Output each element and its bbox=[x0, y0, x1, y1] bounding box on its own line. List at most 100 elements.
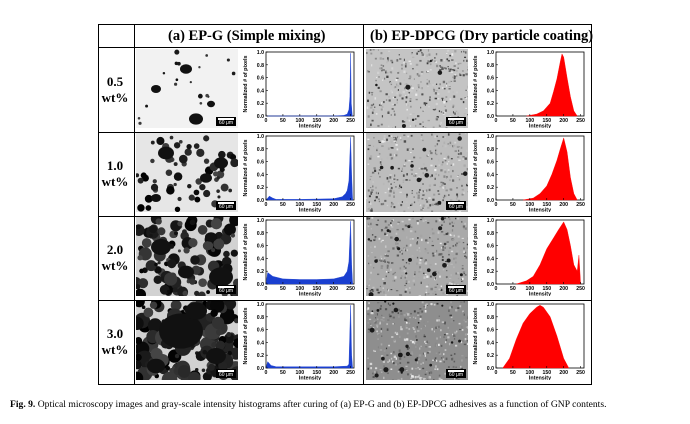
ytick-label: 0.2 bbox=[257, 353, 264, 359]
row-label: 3.0 wt% bbox=[98, 326, 132, 358]
table-border-left bbox=[98, 24, 99, 385]
xtick-label: 50 bbox=[280, 286, 286, 292]
xtick-label: 50 bbox=[280, 118, 286, 124]
ytick-label: 0.0 bbox=[487, 282, 494, 288]
histogram-area bbox=[526, 53, 578, 117]
ytick-label: 0.6 bbox=[487, 160, 494, 166]
scale-bar: 60 μm bbox=[216, 117, 236, 126]
ytick-label: 1.0 bbox=[257, 134, 264, 140]
ytick-label: 1.0 bbox=[257, 218, 264, 224]
histogram-svg: 0.0 0.2 0.4 0.6 0.8 1.0 0 50 100 150 200 250 Intensi… bbox=[243, 134, 355, 212]
xaxis-label: Intensity bbox=[529, 292, 551, 297]
scale-bar-label: 60 μm bbox=[449, 204, 463, 210]
histogram-b-3: 0.0 0.2 0.4 0.6 0.8 1.0 0 50 100 150 200 250 Intensi… bbox=[470, 301, 590, 380]
xtick-label: 50 bbox=[510, 202, 516, 208]
xaxis-label: Intensity bbox=[299, 124, 321, 129]
xtick-label: 100 bbox=[296, 202, 305, 208]
histogram-svg: 0.0 0.2 0.4 0.6 0.8 1.0 0 50 100 150 200 250 Intensi… bbox=[473, 218, 585, 297]
scale-bar-label: 60 μm bbox=[219, 204, 233, 210]
yaxis-label: Normalized # of pixels bbox=[473, 56, 479, 113]
histogram-svg: 0.0 0.2 0.4 0.6 0.8 1.0 0 50 100 150 200 250 Intensi… bbox=[243, 302, 355, 381]
xtick-label: 100 bbox=[296, 286, 305, 292]
histogram-b-1: 0.0 0.2 0.4 0.6 0.8 1.0 0 50 100 150 200 250 Intensi… bbox=[470, 133, 590, 212]
scale-bar-line bbox=[448, 286, 464, 288]
ytick-label: 0.0 bbox=[257, 282, 264, 288]
ytick-label: 0.4 bbox=[257, 256, 264, 262]
ytick-label: 0.8 bbox=[257, 63, 264, 69]
xtick-label: 200 bbox=[559, 202, 568, 208]
xtick-label: 200 bbox=[559, 118, 568, 124]
histogram-svg: 0.0 0.2 0.4 0.6 0.8 1.0 0 50 100 150 200 250 Intensi… bbox=[473, 50, 585, 128]
xtick-label: 200 bbox=[329, 286, 338, 292]
xtick-label: 150 bbox=[312, 118, 321, 124]
ytick-label: 0.0 bbox=[257, 366, 264, 372]
xtick-label: 150 bbox=[542, 202, 551, 208]
xaxis-label: Intensity bbox=[299, 292, 321, 297]
ytick-label: 0.4 bbox=[487, 340, 494, 346]
scale-bar: 60 μm bbox=[216, 201, 236, 210]
ytick-label: 0.6 bbox=[487, 76, 494, 82]
ytick-label: 0.0 bbox=[487, 366, 494, 372]
histogram-svg: 0.0 0.2 0.4 0.6 0.8 1.0 0 50 100 150 200 250 Intensi… bbox=[473, 134, 585, 212]
row-label-unit: wt% bbox=[101, 341, 129, 357]
row-label-content: 0.5 bbox=[106, 73, 124, 89]
row-label-content: 2.0 bbox=[106, 241, 124, 257]
row-divider bbox=[98, 132, 592, 133]
ytick-label: 0.2 bbox=[257, 269, 264, 275]
table-border-bottom bbox=[98, 384, 592, 385]
ytick-label: 0.4 bbox=[487, 172, 494, 178]
xaxis-label: Intensity bbox=[299, 376, 321, 381]
ytick-label: 0.8 bbox=[257, 315, 264, 321]
xtick-label: 250 bbox=[346, 286, 355, 292]
yaxis-label: Normalized # of pixels bbox=[243, 308, 249, 365]
caption-label: Fig. 9. bbox=[10, 399, 36, 410]
scale-bar: 60 μm bbox=[446, 117, 466, 126]
figure-caption: Fig. 9. Optical microscopy images and gr… bbox=[10, 399, 680, 411]
xtick-label: 250 bbox=[576, 118, 585, 124]
plot-frame bbox=[265, 303, 355, 369]
xtick-label: 250 bbox=[576, 370, 585, 376]
xtick-label: 100 bbox=[296, 370, 305, 376]
scale-bar-label: 60 μm bbox=[219, 120, 233, 126]
ytick-label: 0.4 bbox=[487, 256, 494, 262]
yaxis-label: Normalized # of pixels bbox=[243, 140, 249, 197]
histogram-area bbox=[266, 53, 353, 117]
row-label: 2.0 wt% bbox=[98, 242, 132, 274]
micrograph-a-0: 60 μm bbox=[136, 49, 238, 128]
ytick-label: 0.0 bbox=[257, 114, 264, 120]
ytick-label: 0.6 bbox=[257, 76, 264, 82]
scale-bar-label: 60 μm bbox=[449, 288, 463, 294]
plot-frame bbox=[265, 51, 355, 117]
xtick-label: 50 bbox=[280, 202, 286, 208]
xtick-label: 250 bbox=[576, 286, 585, 292]
histogram-area bbox=[502, 305, 570, 369]
plot-frame bbox=[265, 219, 355, 285]
yaxis-label: Normalized # of pixels bbox=[243, 224, 249, 281]
xtick-label: 100 bbox=[526, 370, 535, 376]
ytick-label: 0.2 bbox=[487, 101, 494, 107]
xtick-label: 100 bbox=[296, 118, 305, 124]
yaxis-label: Normalized # of pixels bbox=[473, 224, 479, 281]
ytick-label: 0.0 bbox=[487, 114, 494, 120]
ytick-label: 0.2 bbox=[487, 353, 494, 359]
histogram-area bbox=[265, 137, 353, 201]
ytick-label: 0.8 bbox=[487, 63, 494, 69]
xtick-label: 250 bbox=[576, 202, 585, 208]
ytick-label: 1.0 bbox=[257, 302, 264, 308]
xtick-label: 0 bbox=[495, 286, 498, 292]
histogram-a-1: 0.0 0.2 0.4 0.6 0.8 1.0 0 50 100 150 200 250 Intensi… bbox=[240, 133, 360, 212]
xtick-label: 150 bbox=[312, 370, 321, 376]
header-divider bbox=[98, 47, 592, 48]
xtick-label: 150 bbox=[542, 118, 551, 124]
ytick-label: 0.2 bbox=[257, 101, 264, 107]
ytick-label: 0.2 bbox=[487, 269, 494, 275]
ytick-label: 1.0 bbox=[487, 134, 494, 140]
ytick-label: 0.4 bbox=[257, 88, 264, 94]
row-label-unit: wt% bbox=[101, 89, 129, 105]
ytick-label: 0.4 bbox=[257, 340, 264, 346]
histogram-area bbox=[265, 221, 353, 285]
xtick-label: 0 bbox=[495, 202, 498, 208]
caption-text: Optical microscopy images and gray-scale… bbox=[37, 399, 607, 410]
micrograph-a-2: 60 μm bbox=[136, 217, 238, 296]
row-divider bbox=[98, 216, 592, 217]
